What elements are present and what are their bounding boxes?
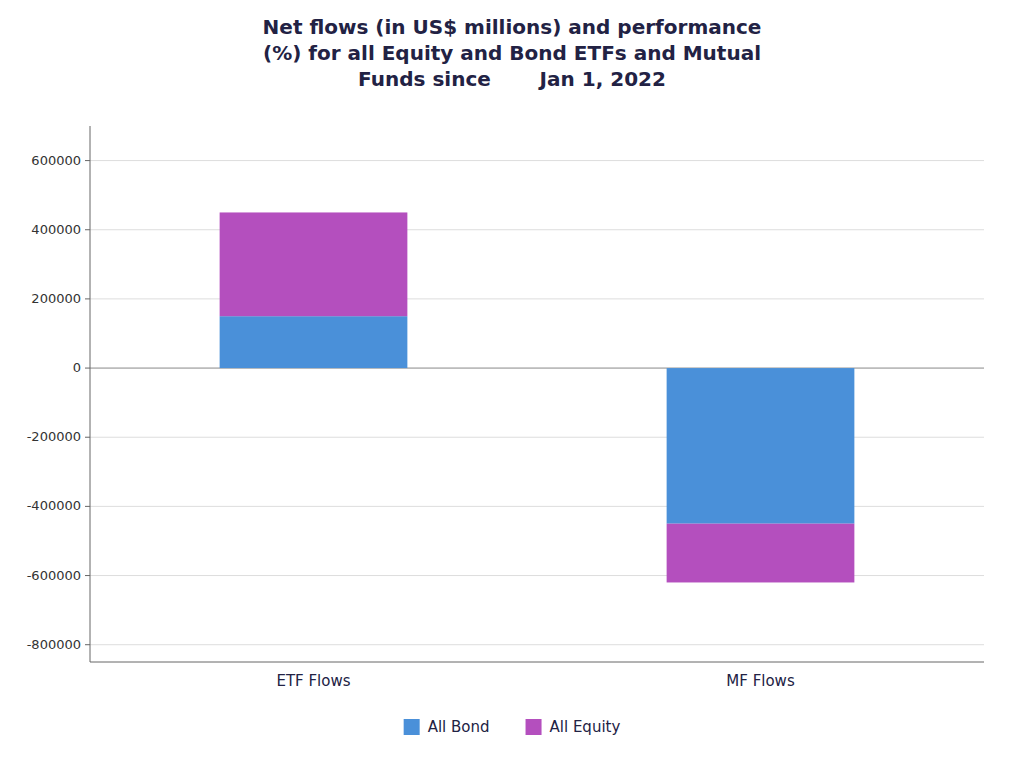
legend-item: All Equity: [526, 718, 621, 736]
tick-mark: [85, 368, 90, 369]
tick-mark: [85, 575, 90, 576]
tick-mark: [85, 160, 90, 161]
legend-label: All Equity: [550, 718, 621, 736]
tick-label: -600000: [27, 568, 81, 583]
legend: All Bond All Equity: [404, 718, 621, 736]
tick-label: -400000: [27, 498, 81, 513]
category-label: ETF Flows: [276, 672, 350, 690]
grid-line: [90, 160, 984, 161]
chart: Net flows (in US$ millions) and performa…: [0, 0, 1024, 772]
tick-label: 0: [73, 360, 81, 375]
tick-mark: [85, 437, 90, 438]
title-line: (%) for all Equity and Bond ETFs and Mut…: [263, 41, 761, 65]
tick-mark: [85, 506, 90, 507]
tick-label: 200000: [31, 291, 81, 306]
legend-swatch: [526, 719, 542, 735]
tick-mark: [85, 229, 90, 230]
legend-swatch: [404, 719, 420, 735]
legend-item: All Bond: [404, 718, 490, 736]
category-label: MF Flows: [726, 672, 795, 690]
title-line: Net flows (in US$ millions) and performa…: [263, 15, 762, 39]
grid: [90, 161, 984, 645]
bar-segment: [220, 316, 408, 368]
y-axis-line: [90, 126, 91, 662]
title: Net flows (in US$ millions) and performa…: [263, 15, 762, 91]
bar-segment: [220, 212, 408, 316]
bar-segment: [667, 524, 855, 583]
tick-label: 400000: [31, 222, 81, 237]
tick-label: -800000: [27, 637, 81, 652]
chart-container: Net flows (in US$ millions) and performa…: [0, 0, 1024, 772]
bar-segment: [667, 368, 855, 524]
tick-mark: [85, 644, 90, 645]
x-axis-line: [90, 662, 984, 663]
tick-label: -200000: [27, 429, 81, 444]
bars: [220, 212, 855, 582]
title-line: Funds since Jan 1, 2022: [358, 67, 666, 91]
legend-label: All Bond: [428, 718, 490, 736]
grid-line: [90, 644, 984, 645]
tick-label: 600000: [31, 153, 81, 168]
tick-mark: [85, 298, 90, 299]
